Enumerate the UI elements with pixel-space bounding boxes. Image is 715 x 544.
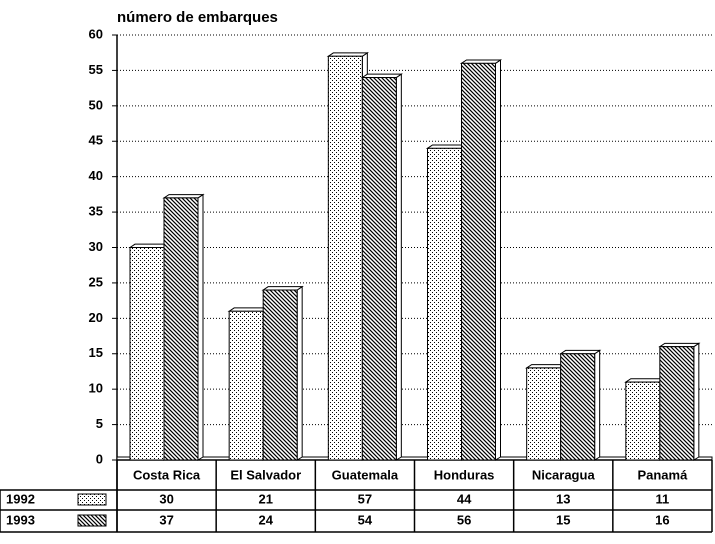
table-value: 13 [556,491,570,506]
table-value: 30 [159,491,173,506]
bar [427,147,462,461]
table-value: 54 [358,512,373,527]
bar-side [296,285,303,461]
table-value: 11 [656,491,670,506]
table-value: 16 [655,512,669,527]
bar [560,353,596,461]
bar-side [197,193,204,461]
bar [228,310,264,461]
y-tick-label: 35 [89,204,103,219]
legend-swatch [77,514,107,527]
table-value: 44 [457,491,472,506]
table-value: 57 [358,491,372,506]
y-tick-label: 15 [89,345,103,360]
y-tick-label: 25 [89,274,103,289]
bar [361,77,397,461]
y-tick-label: 10 [89,381,103,396]
y-tick-label: 40 [89,168,103,183]
y-tick-label: 5 [96,416,103,431]
legend-label: 1992 [6,491,35,506]
x-tick-label: El Salvador [230,467,301,482]
y-tick-label: 0 [96,451,103,466]
bar-side [495,59,501,461]
table-value: 56 [457,512,471,527]
y-tick-label: 20 [89,310,103,325]
legend-label: 1993 [6,512,35,527]
bar [526,367,562,461]
table-value: 37 [159,512,173,527]
y-tick-label: 45 [89,133,103,148]
table-value: 24 [259,512,274,527]
bar-side [594,349,601,461]
x-tick-label: Guatemala [332,467,399,482]
table-value: 15 [556,512,570,527]
table-value: 21 [259,491,273,506]
chart-title: número de embarques [117,9,278,26]
x-tick-label: Honduras [434,467,495,482]
bar [461,62,496,461]
y-tick-label: 55 [89,62,103,77]
bar [327,55,363,461]
bar-top [624,378,667,383]
bar [659,346,695,461]
y-tick-label: 50 [89,97,103,112]
x-tick-label: Costa Rica [133,467,201,482]
legend-swatch [77,493,107,506]
bar [129,247,165,461]
bar [163,197,199,461]
x-tick-label: Panamá [637,467,688,482]
y-tick-label: 30 [89,239,103,254]
bar [625,381,661,461]
x-tick-label: Nicaragua [532,467,596,482]
bar-side [693,342,700,461]
bar [262,289,298,461]
bar-side [395,73,402,461]
y-tick-label: 60 [89,26,103,41]
